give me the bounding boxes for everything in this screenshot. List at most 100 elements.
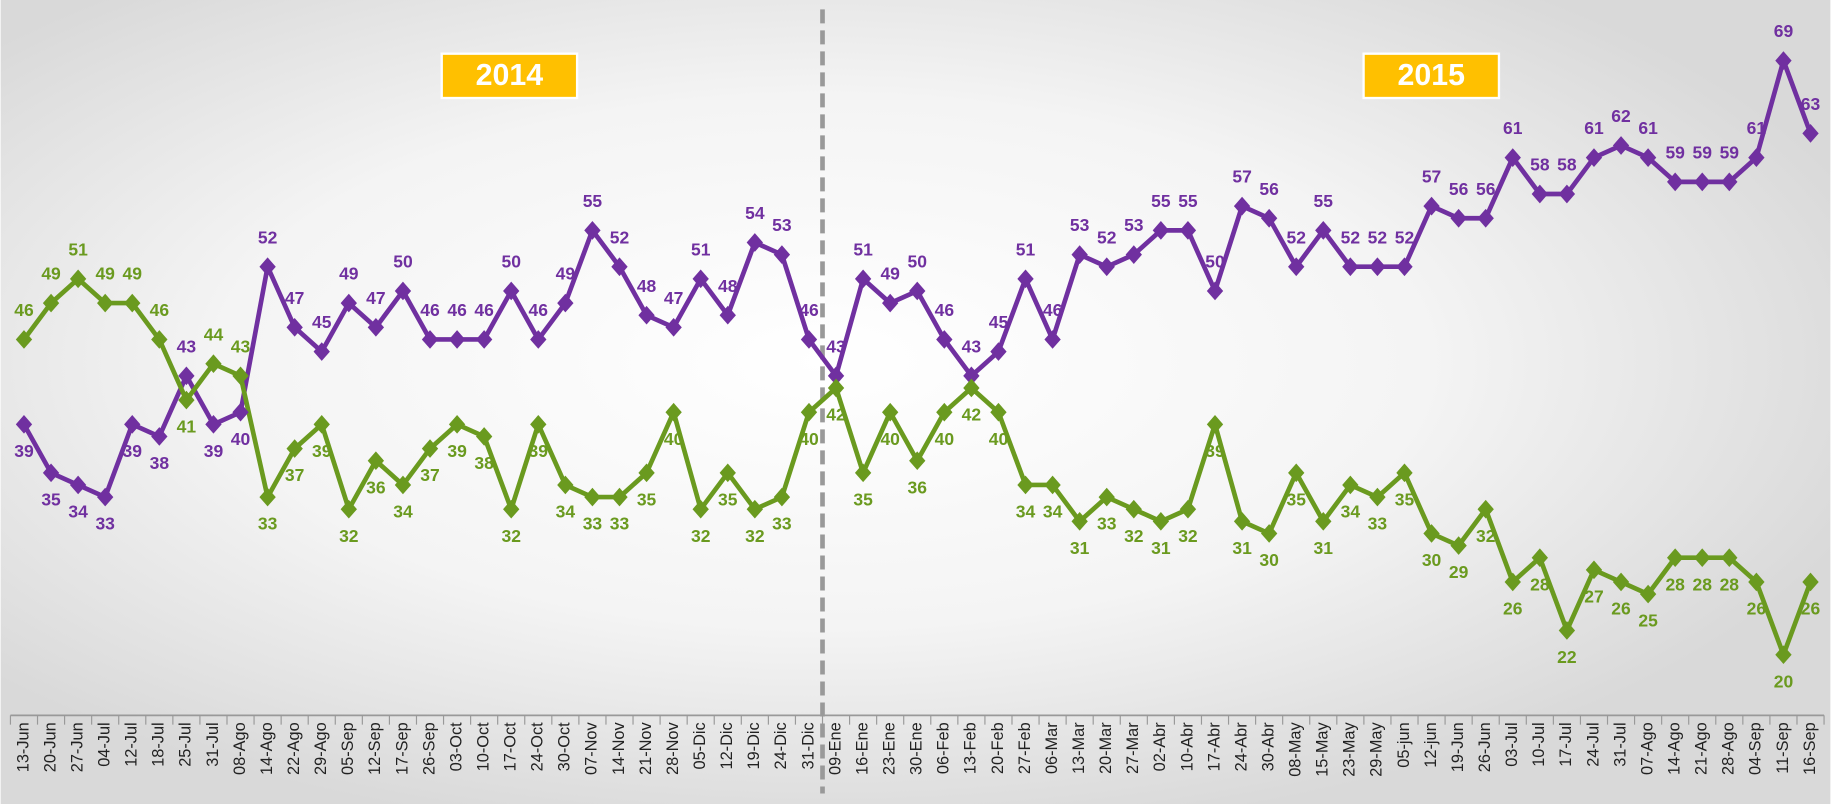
data-label: 32 xyxy=(1178,526,1198,546)
marker xyxy=(1721,172,1738,192)
x-tick-label: 19-Dic xyxy=(745,722,763,769)
x-tick-label: 10-Oct xyxy=(474,722,492,771)
marker xyxy=(1315,221,1332,240)
x-tick-label: 23-Ene xyxy=(880,722,898,775)
marker xyxy=(638,463,655,483)
data-label: 52 xyxy=(1097,227,1117,247)
data-label: 39 xyxy=(123,441,143,461)
data-label: 20 xyxy=(1774,671,1794,691)
data-label: 49 xyxy=(339,264,359,284)
marker xyxy=(124,415,141,434)
data-label: 69 xyxy=(1774,21,1794,41)
data-label: 55 xyxy=(1314,191,1334,211)
data-label: 57 xyxy=(1422,167,1441,187)
x-tick-label: 17-Abr xyxy=(1205,722,1223,772)
marker xyxy=(1206,415,1224,434)
marker xyxy=(232,402,249,422)
marker xyxy=(1044,475,1061,495)
data-label: 50 xyxy=(908,252,928,272)
data-label: 36 xyxy=(366,477,386,497)
x-tick-label: 27-Mar xyxy=(1124,722,1142,774)
data-label: 39 xyxy=(529,441,549,461)
data-label: 39 xyxy=(1205,441,1225,461)
marker xyxy=(1098,487,1115,507)
data-label: 50 xyxy=(1205,252,1225,272)
marker xyxy=(909,451,926,471)
x-tick-label: 08-May xyxy=(1287,721,1305,776)
data-label: 35 xyxy=(41,489,61,509)
x-tick-label: 27-Jun xyxy=(68,722,86,772)
data-label: 45 xyxy=(989,312,1009,332)
x-tick-label: 12-Dic xyxy=(718,722,736,769)
data-label: 32 xyxy=(691,526,711,546)
data-label: 50 xyxy=(393,252,413,272)
x-tick-label: 23-May xyxy=(1341,721,1359,776)
marker xyxy=(827,378,845,398)
marker xyxy=(97,487,114,507)
data-label: 46 xyxy=(447,300,467,320)
data-label: 32 xyxy=(745,526,765,546)
data-label: 33 xyxy=(1368,514,1388,534)
marker xyxy=(936,402,953,422)
data-label: 33 xyxy=(258,514,278,534)
data-label: 40 xyxy=(664,429,684,449)
x-tick-label: 07-Ago xyxy=(1638,722,1656,775)
marker xyxy=(800,402,818,422)
x-tick-label: 26-Sep xyxy=(420,722,438,775)
marker xyxy=(719,463,736,483)
data-label: 58 xyxy=(1557,155,1577,175)
marker xyxy=(1098,257,1115,277)
x-tick-label: 24-Dic xyxy=(772,722,790,769)
data-label: 55 xyxy=(1178,191,1198,211)
x-tick-label: 20-Mar xyxy=(1097,722,1115,774)
data-label: 33 xyxy=(1097,514,1117,534)
marker xyxy=(1260,524,1278,543)
x-tick-label: 15-May xyxy=(1314,721,1332,776)
data-label: 53 xyxy=(772,215,792,235)
marker xyxy=(719,305,736,325)
x-tick-label: 17-Oct xyxy=(502,722,520,771)
data-label: 49 xyxy=(95,264,115,284)
data-label: 26 xyxy=(1611,599,1631,619)
data-label: 46 xyxy=(935,300,955,320)
x-tick-label: 21-Nov xyxy=(637,721,655,774)
data-label: 40 xyxy=(799,429,819,449)
data-label: 51 xyxy=(853,239,873,259)
data-label: 40 xyxy=(880,429,900,449)
marker xyxy=(15,415,33,434)
data-label: 35 xyxy=(718,489,738,509)
x-tick-label: 12-Sep xyxy=(366,722,384,775)
marker xyxy=(1504,572,1521,592)
data-label: 43 xyxy=(826,336,846,356)
data-label: 26 xyxy=(1503,599,1523,619)
marker xyxy=(259,257,276,277)
data-label: 32 xyxy=(1476,526,1496,546)
x-tick-label: 18-Jul xyxy=(150,722,168,766)
marker xyxy=(990,342,1007,361)
data-label: 47 xyxy=(664,288,683,308)
marker xyxy=(692,499,709,519)
marker xyxy=(1152,221,1170,240)
x-tick-label: 25-Jul xyxy=(177,722,195,766)
x-tick-label: 02-Abr xyxy=(1151,722,1169,772)
x-tick-label: 31-Dic xyxy=(799,722,817,769)
marker xyxy=(69,475,87,495)
marker xyxy=(530,415,547,434)
data-label: 47 xyxy=(366,288,385,308)
data-label: 50 xyxy=(501,252,521,272)
marker xyxy=(1450,536,1467,555)
data-label: 38 xyxy=(150,453,170,473)
marker xyxy=(773,245,791,264)
data-label: 59 xyxy=(1693,142,1713,162)
data-label: 40 xyxy=(935,429,955,449)
marker xyxy=(205,354,222,374)
data-label: 46 xyxy=(150,300,170,320)
x-tick-label: 14-Ago xyxy=(1665,722,1683,775)
x-tick-label: 03-Oct xyxy=(447,722,465,771)
x-tick-label: 05-jun xyxy=(1395,722,1413,767)
data-label: 34 xyxy=(1043,502,1063,522)
marker xyxy=(69,269,87,289)
marker xyxy=(1179,499,1197,519)
x-tick-label: 24-Oct xyxy=(529,722,547,771)
marker xyxy=(1802,572,1819,592)
